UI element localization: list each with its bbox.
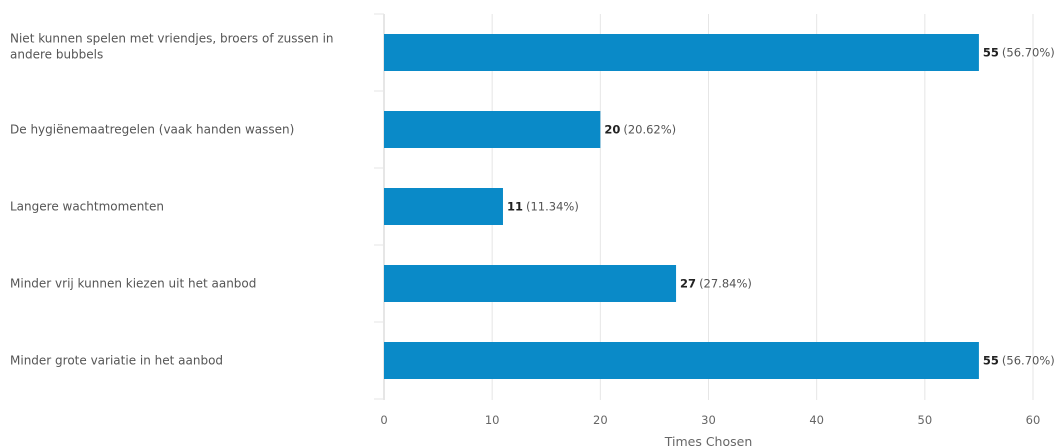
x-axis-title: Times Chosen bbox=[664, 434, 753, 448]
value-label-3: 27 (27.84%) bbox=[680, 277, 752, 291]
value-label-1: 20 (20.62%) bbox=[604, 123, 676, 137]
category-label-1: De hygiënemaatregelen (vaak handen wasse… bbox=[10, 123, 294, 137]
x-tick-label-60: 60 bbox=[1026, 413, 1041, 427]
category-label-4: Minder grote variatie in het aanbod bbox=[10, 354, 223, 368]
value-label-2: 11 (11.34%) bbox=[507, 200, 579, 214]
value-label-4: 55 (56.70%) bbox=[983, 354, 1055, 368]
category-label-0: Niet kunnen spelen met vriendjes, broers… bbox=[10, 32, 334, 62]
bar-4[interactable] bbox=[384, 342, 979, 379]
x-tick-label-20: 20 bbox=[593, 413, 608, 427]
bar-0[interactable] bbox=[384, 34, 979, 71]
bar-1[interactable] bbox=[384, 111, 601, 148]
bar-3[interactable] bbox=[384, 265, 677, 302]
category-label-2: Langere wachtmomenten bbox=[10, 200, 164, 214]
bar-2[interactable] bbox=[384, 188, 503, 225]
value-label-0: 55 (56.70%) bbox=[983, 46, 1055, 60]
x-tick-label-50: 50 bbox=[918, 413, 933, 427]
x-tick-label-30: 30 bbox=[701, 413, 716, 427]
x-tick-label-40: 40 bbox=[809, 413, 824, 427]
x-tick-label-10: 10 bbox=[485, 413, 500, 427]
x-tick-label-0: 0 bbox=[380, 413, 387, 427]
category-label-3: Minder vrij kunnen kiezen uit het aanbod bbox=[10, 277, 256, 291]
